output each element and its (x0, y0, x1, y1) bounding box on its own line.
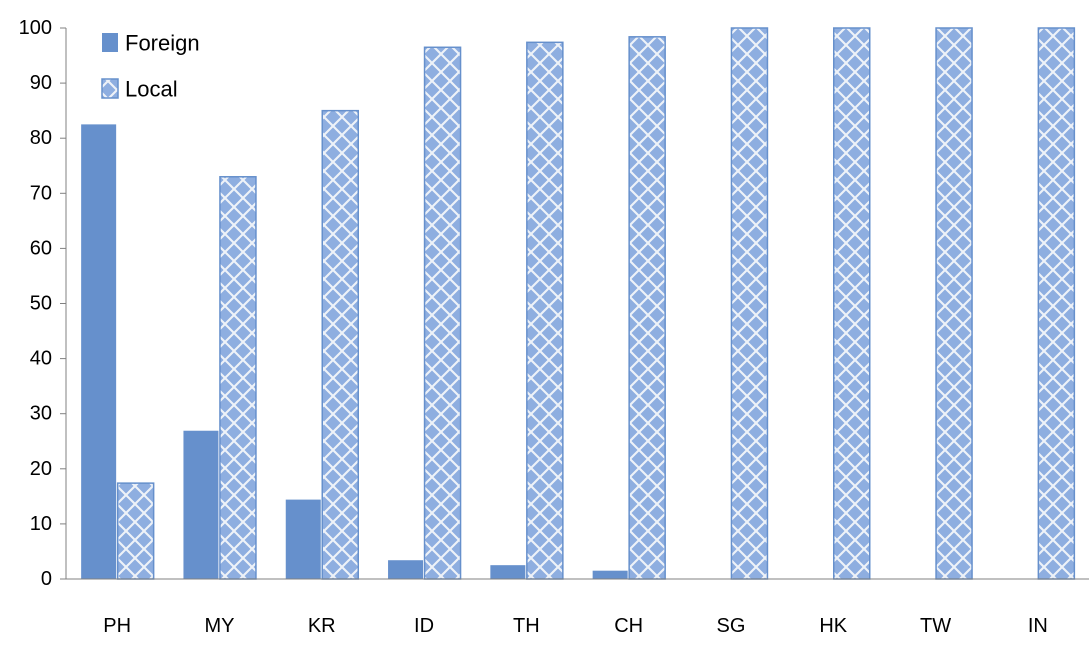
y-tick-label: 100 (19, 17, 52, 39)
bar-foreign-th (489, 564, 527, 580)
y-tick-label: 0 (41, 568, 52, 590)
legend-swatch-local (101, 78, 119, 99)
bar-foreign-id (387, 559, 425, 580)
legend-swatch-foreign (102, 33, 118, 52)
x-category-label: TH (513, 615, 540, 637)
x-category-label: IN (1028, 615, 1048, 637)
bar-local-ph (116, 482, 155, 580)
y-tick-label: 30 (30, 403, 52, 425)
bar-local-my (219, 176, 257, 580)
bar-local-ch (628, 36, 666, 580)
x-category-label: TW (920, 615, 951, 637)
y-tick-label: 50 (30, 293, 52, 315)
y-tick-label: 40 (30, 348, 52, 370)
bar-local-in (1037, 27, 1076, 580)
x-category-label: MY (204, 615, 234, 637)
y-tick-label: 90 (30, 72, 52, 94)
legend-label-foreign: Foreign (125, 31, 200, 56)
bar-foreign-ch (591, 569, 629, 580)
x-category-label: ID (414, 615, 434, 637)
bar-local-kr (321, 109, 359, 580)
y-axis: 0 10 20 30 40 50 60 70 80 90 100 (19, 17, 67, 590)
bar-local-tw (935, 27, 973, 580)
bar-local-th (526, 41, 564, 580)
bar-foreign-ph (80, 123, 118, 580)
y-tick-label: 20 (30, 458, 52, 480)
legend: Foreign Local (101, 31, 200, 102)
x-axis: PH MY KR ID TH CH SG HK TW IN (66, 578, 1089, 637)
bar-local-sg (730, 27, 769, 580)
legend-label-local: Local (125, 77, 178, 102)
bars (80, 27, 1076, 580)
bar-local-id (423, 46, 462, 580)
x-category-label: SG (716, 615, 745, 637)
y-tick-label: 80 (30, 127, 52, 149)
bar-foreign-kr (284, 498, 322, 580)
bar-foreign-my (182, 429, 220, 580)
x-category-label: HK (819, 615, 847, 637)
x-category-label: PH (103, 615, 131, 637)
bar-local-hk (833, 27, 871, 580)
x-category-label: CH (614, 615, 643, 637)
y-tick-label: 10 (30, 513, 52, 535)
y-tick-label: 60 (30, 237, 52, 259)
x-category-label: KR (308, 615, 336, 637)
y-tick-label: 70 (30, 182, 52, 204)
